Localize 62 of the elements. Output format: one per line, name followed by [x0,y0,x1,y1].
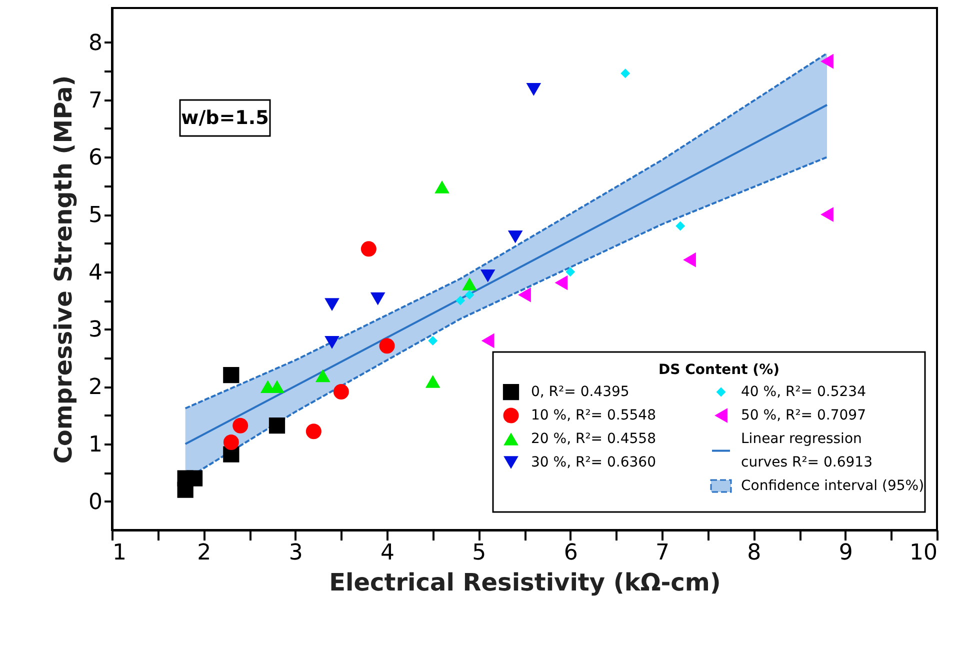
x-tick-label: 7 [656,540,670,566]
point [360,241,376,257]
y-tick-label: 7 [88,88,102,114]
x-tick-label: 10 [910,540,938,566]
point [683,252,696,268]
y-tick-label: 8 [88,30,102,56]
point [481,333,494,348]
x-tick-label: 8 [747,540,762,566]
point [223,367,240,384]
legend-label: 30 %, R²= 0.6360 [531,454,656,470]
x-tick-label: 9 [838,540,853,566]
point [315,369,330,382]
point [620,68,630,78]
point [676,221,686,231]
point [324,336,340,349]
y-tick-label: 4 [88,260,102,286]
point [370,292,386,306]
y-tick-label: 5 [88,203,102,228]
x-tick-label: 5 [472,540,486,566]
point [306,424,322,440]
point [379,338,395,354]
legend-title: DS Content (%) [658,362,780,378]
point [508,230,523,244]
x-axis-title: Electrical Resistivity (kΩ-cm) [329,568,721,596]
x-tick-label: 3 [288,540,303,566]
point [223,434,239,450]
point [554,275,568,290]
y-tick-label: 0 [88,490,102,515]
y-tick-label: 2 [88,375,102,400]
y-tick-label: 6 [88,146,102,171]
point [425,375,440,388]
legend-label: 50 %, R²= 0.7097 [741,408,866,424]
point [186,470,203,486]
point [820,207,834,222]
point [462,277,477,290]
legend-label: 0, R²= 0.4395 [531,384,630,400]
point [456,296,466,306]
x-tick-label: 1 [112,540,126,566]
point [324,298,340,311]
point [566,267,576,277]
point [464,290,474,300]
point [518,287,531,302]
point [268,418,286,434]
legend-label: 40 %, R²= 0.5234 [741,384,866,400]
annotation: w/b=1.5 [181,107,269,129]
legend-label: Confidence interval (95%) [741,478,924,494]
point [232,418,248,434]
y-tick-label: 3 [88,318,102,343]
point [820,54,834,69]
legend-label: 10 %, R²= 0.5548 [531,408,656,424]
legend-label: 20 %, R²= 0.4558 [531,431,656,447]
point [480,269,496,282]
x-tick-label: 4 [380,540,394,566]
y-axis-title: Compressive Strength (MPa) [50,75,78,464]
point [434,180,450,194]
legend-label: Linear regression curves R²= 0.6913 [741,431,872,470]
point [526,83,542,96]
x-tick-label: 6 [564,540,578,566]
y-tick-label: 1 [88,432,102,458]
point [333,384,349,400]
x-tick-label: 2 [197,540,212,566]
point [428,336,438,346]
